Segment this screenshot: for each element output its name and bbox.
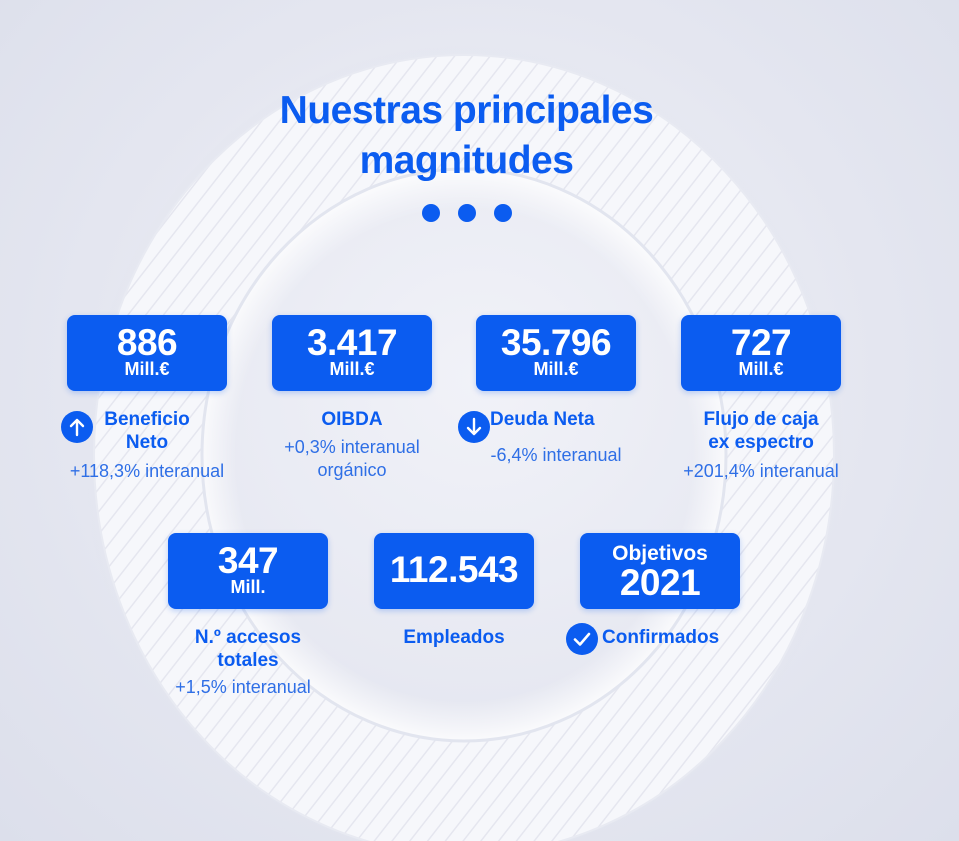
metric-label-beneficio-neto: Beneficio Neto [87, 408, 207, 454]
metric-card-accesos: 347 Mill. [168, 533, 328, 609]
metric-value: 347 [217, 540, 279, 581]
metric-unit: Mill.€ [738, 359, 784, 379]
metric-label-line: Beneficio [104, 409, 190, 430]
metric-sub-deuda-neta: -6,4% interanual [490, 445, 622, 465]
metric-sub-line: +0,3% interanual [284, 437, 420, 457]
arrow-down-icon [458, 411, 490, 443]
metric-label-objetivos: Confirmados [602, 627, 720, 648]
metric-label-line: N.º accesos [194, 627, 302, 648]
metric-card-deuda-neta: 35.796 Mill.€ [476, 315, 636, 391]
dots-decoration [0, 204, 933, 227]
metric-sub-oibda: +0,3% interanual orgánico [247, 436, 457, 482]
metric-card-flujo-caja: 727 Mill.€ [681, 315, 841, 391]
metric-label-flujo-caja: Flujo de caja ex espectro [666, 408, 856, 454]
metric-unit: Mill. [230, 577, 266, 597]
metric-sub-line: orgánico [317, 460, 387, 480]
metric-top-label: Objetivos [612, 542, 708, 565]
check-icon [566, 623, 598, 655]
metric-label-line: Flujo de caja [703, 409, 819, 430]
metric-label-accesos: N.º accesos totales [158, 626, 338, 672]
dot-icon [457, 204, 476, 222]
dot-icon [493, 204, 512, 222]
metric-unit: Mill.€ [533, 359, 579, 379]
page-title: Nuestras principales magnitudes [180, 86, 753, 186]
metric-value: 35.796 [500, 322, 612, 363]
arrow-up-icon [61, 411, 93, 443]
metric-card-objetivos: Objetivos 2021 [580, 533, 740, 609]
metric-card-oibda: 3.417 Mill.€ [272, 315, 432, 391]
title-line-1: Nuestras principales [279, 89, 654, 132]
metric-label-line: ex espectro [708, 432, 814, 453]
metric-value: 886 [116, 322, 178, 363]
title-line-2: magnitudes [359, 139, 574, 182]
metric-label-empleados: Empleados [403, 627, 505, 648]
metric-value: 112.543 [389, 549, 519, 590]
metric-card-empleados: 112.543 [374, 533, 534, 609]
metric-label-oibda: OIBDA [321, 409, 383, 430]
metric-value: 727 [730, 322, 792, 363]
metric-label-line: Neto [125, 432, 169, 453]
metric-sub-beneficio-neto: +118,3% interanual [69, 461, 225, 481]
metric-unit: Mill.€ [329, 359, 375, 379]
metric-card-beneficio-neto: 886 Mill.€ [67, 315, 227, 391]
metric-unit: Mill.€ [124, 359, 170, 379]
metric-sub-accesos: +1,5% interanual [175, 677, 311, 697]
metric-sub-flujo-caja: +201,4% interanual [683, 461, 839, 481]
metric-value: 2021 [619, 562, 701, 603]
metric-label-deuda-neta: Deuda Neta [490, 409, 595, 430]
metric-value: 3.417 [306, 322, 398, 363]
metric-label-line: totales [217, 650, 279, 671]
dot-icon [421, 204, 440, 222]
